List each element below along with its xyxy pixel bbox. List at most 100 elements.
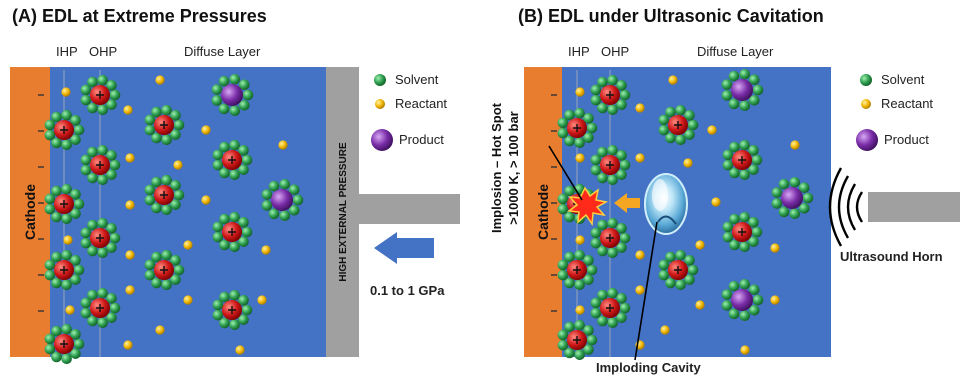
reactant-molecule xyxy=(183,295,193,305)
reactant-molecule xyxy=(125,250,135,260)
legend-a xyxy=(371,74,393,151)
reactant-molecule xyxy=(695,300,705,310)
solvated-cation xyxy=(658,104,699,146)
cathode-charge-ticks-b xyxy=(551,94,557,312)
pressure-wall-label: HIGH EXTERNAL PRESSURE xyxy=(338,142,349,282)
reactant-molecule xyxy=(635,153,645,163)
reactant-molecule xyxy=(201,195,211,205)
legend-product-a: Product xyxy=(399,132,444,147)
pressure-arrow xyxy=(374,232,434,264)
cathode-charge-ticks-a xyxy=(38,94,44,312)
reactant-molecule xyxy=(155,75,165,85)
diffuse-layer-label-b: Diffuse Layer xyxy=(697,44,774,59)
legend-product-b: Product xyxy=(884,132,929,147)
legend-reactant-swatch-b xyxy=(861,99,871,109)
ohp-label-a: OHP xyxy=(89,44,118,59)
solvated-cation xyxy=(80,217,121,259)
reactant-molecule xyxy=(125,153,135,163)
solvated-cation xyxy=(722,139,763,181)
solvated-cation xyxy=(590,74,631,116)
reactant-molecule xyxy=(65,305,75,315)
reactant-molecule xyxy=(740,345,750,355)
reactant-molecule xyxy=(575,305,585,315)
hot-spot-label-1: Implosion – Hot Spot xyxy=(489,102,504,233)
solvated-product xyxy=(261,178,304,222)
solvated-cation xyxy=(44,249,85,291)
solvated-cation xyxy=(212,139,253,181)
solvated-cation xyxy=(44,323,85,365)
reactant-molecule xyxy=(575,87,585,97)
reactant-molecule xyxy=(183,240,193,250)
ihp-label-b: IHP xyxy=(568,44,590,59)
solvated-cation xyxy=(144,104,185,146)
solvated-cation xyxy=(212,211,253,253)
solvated-cation xyxy=(80,144,121,186)
solvated-cation xyxy=(658,249,699,291)
reactant-molecule xyxy=(668,75,678,85)
solvated-product xyxy=(721,68,764,112)
solvated-cation xyxy=(590,217,631,259)
pressure-value-label: 0.1 to 1 GPa xyxy=(370,283,445,298)
solvated-cation xyxy=(590,287,631,329)
reactant-molecule xyxy=(123,340,133,350)
ultrasound-horn xyxy=(868,192,960,222)
reactant-molecule xyxy=(201,125,211,135)
cavity-pointer xyxy=(634,221,658,361)
solvated-product xyxy=(721,278,764,322)
reactant-molecule xyxy=(63,235,73,245)
hot-spot-label-2: >1000 K, > 100 bar xyxy=(506,111,521,224)
cathode-label-b: Cathode xyxy=(535,184,551,240)
hot-spot-spark xyxy=(567,186,609,227)
solvated-cation xyxy=(44,183,85,225)
pressure-wall xyxy=(326,67,359,357)
hot-spot-pointer xyxy=(548,145,583,201)
reactant-molecule xyxy=(711,197,721,207)
solvated-cation xyxy=(557,319,598,361)
reactant-molecule xyxy=(575,235,585,245)
legend-product-swatch-b xyxy=(856,129,878,151)
reactant-molecule xyxy=(125,285,135,295)
reactant-molecule xyxy=(61,87,71,97)
panel-a-title: (A) EDL at Extreme Pressures xyxy=(12,6,267,26)
reactant-molecule xyxy=(660,325,670,335)
reactant-molecule xyxy=(707,125,717,135)
legend-reactant-b: Reactant xyxy=(881,96,934,111)
ultrasound-horn-label: Ultrasound Horn xyxy=(840,249,943,264)
solvated-cation xyxy=(722,211,763,253)
solvated-cation xyxy=(80,287,121,329)
reactant-molecule xyxy=(155,325,165,335)
implosion-arrow xyxy=(614,193,640,213)
legend-product-swatch-a xyxy=(371,129,393,151)
cathode-b xyxy=(524,67,562,357)
reactant-molecule xyxy=(123,105,133,115)
reactant-molecule xyxy=(635,250,645,260)
legend-solvent-swatch-a xyxy=(374,74,386,86)
diffuse-layer-label-a: Diffuse Layer xyxy=(184,44,261,59)
legend-reactant-a: Reactant xyxy=(395,96,448,111)
reactant-molecule xyxy=(695,240,705,250)
legend-solvent-a: Solvent xyxy=(395,72,439,87)
ihp-label-a: IHP xyxy=(56,44,78,59)
solvated-cation xyxy=(80,74,121,116)
reactant-molecule xyxy=(257,295,267,305)
imploding-cavity-label: Imploding Cavity xyxy=(596,360,701,375)
reactant-molecule xyxy=(770,243,780,253)
solvated-cation xyxy=(590,144,631,186)
legend-solvent-b: Solvent xyxy=(881,72,925,87)
cathode-label-a: Cathode xyxy=(22,184,38,240)
imploding-cavity xyxy=(644,173,688,235)
sound-waves-icon xyxy=(828,167,864,247)
reactant-molecule xyxy=(770,295,780,305)
legend-b xyxy=(856,74,878,151)
cathode-a xyxy=(10,67,50,357)
solvated-product xyxy=(771,176,814,220)
solvated-cation xyxy=(212,289,253,331)
reactant-molecule xyxy=(635,285,645,295)
legend-solvent-swatch-b xyxy=(860,74,872,86)
reactant-molecule xyxy=(683,158,693,168)
molecules-a xyxy=(44,73,304,365)
solvated-cation xyxy=(144,174,185,216)
reactant-molecule xyxy=(173,160,183,170)
solvated-cation xyxy=(557,107,598,149)
